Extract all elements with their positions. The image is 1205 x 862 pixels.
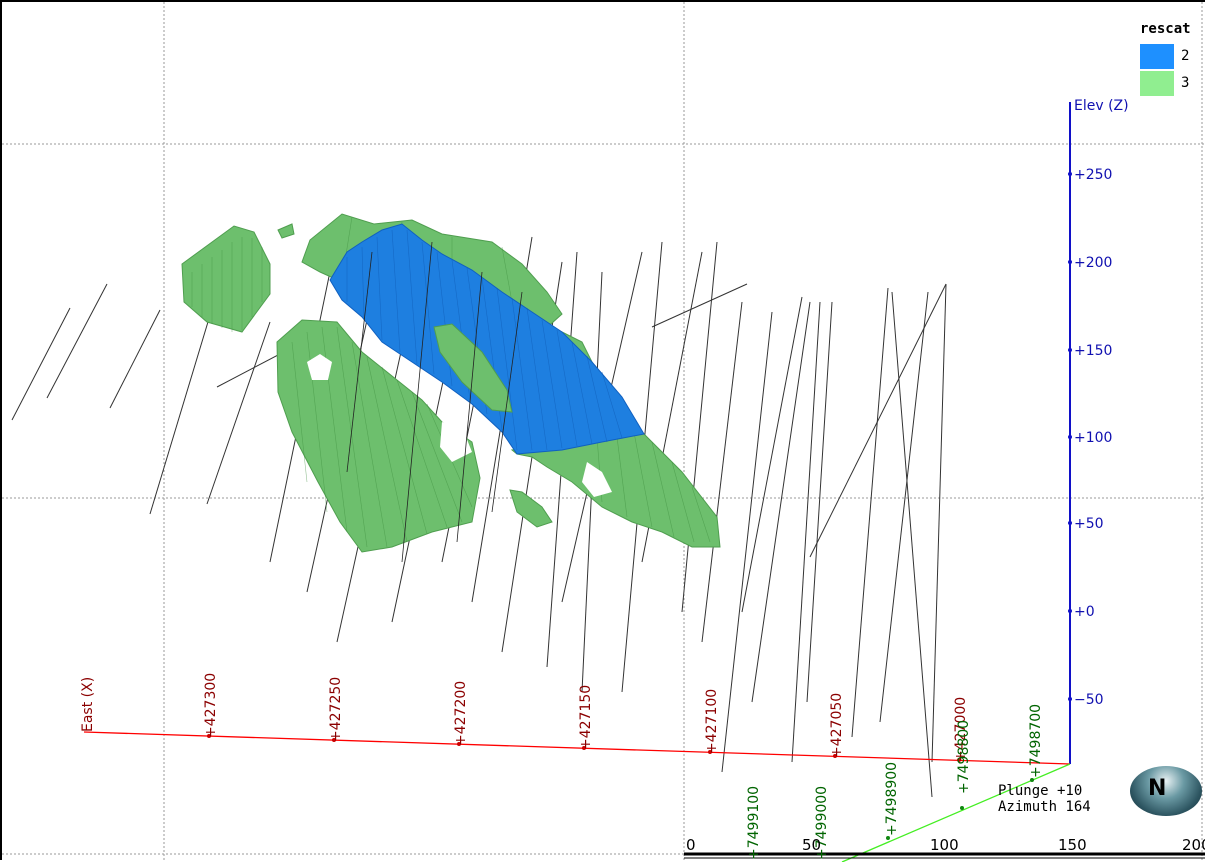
east-tick: +427200: [453, 681, 469, 746]
north-tick: +7498700: [1028, 704, 1044, 778]
elev-tick: −50: [1074, 692, 1104, 708]
domain-2-solid: [329, 223, 645, 455]
elevation-axis: [1068, 102, 1072, 764]
east-axis-title: East (X): [80, 677, 96, 732]
legend-item-2[interactable]: 2: [1140, 43, 1189, 69]
east-tick: +427000: [953, 697, 969, 762]
drillhole-traces-overlay: [346, 241, 523, 563]
east-tick: +427100: [704, 689, 720, 754]
legend-swatch: [1140, 43, 1174, 69]
east-axis: [83, 731, 1071, 765]
elev-tick: +250: [1074, 167, 1112, 183]
elev-tick: +0: [1074, 604, 1095, 620]
legend-swatch: [1140, 70, 1174, 96]
elev-tick: +100: [1074, 430, 1112, 446]
azimuth-readout: Azimuth 164: [998, 799, 1091, 815]
elev-tick: +200: [1074, 255, 1112, 271]
elev-tick: +150: [1074, 343, 1112, 359]
scale-tick: 200: [1182, 836, 1205, 854]
legend-label: 3: [1181, 75, 1190, 91]
north-tick: +7499000: [814, 786, 830, 860]
east-tick: +427150: [578, 685, 594, 750]
compass-north-label: N: [1148, 776, 1167, 801]
elevation-axis-title: Elev (Z): [1074, 98, 1129, 114]
east-tick: +427050: [829, 693, 845, 758]
plunge-readout: Plunge +10: [998, 783, 1083, 799]
north-compass-icon[interactable]: [1130, 766, 1202, 816]
scale-tick: 0: [686, 836, 696, 854]
north-tick: +7499100: [746, 786, 762, 860]
elev-tick: +50: [1074, 516, 1104, 532]
scale-tick: 50: [802, 836, 821, 854]
east-tick: +427250: [328, 677, 344, 742]
scale-bar: [684, 852, 1205, 859]
domain-3-gaps: [307, 354, 612, 497]
axis-labels: Elev (Z) +250 +200 +150 +100 +50 +0 −50 …: [80, 98, 1205, 860]
east-tick: +427300: [203, 673, 219, 738]
north-axis: [841, 763, 1071, 862]
legend-item-3[interactable]: 3: [1140, 70, 1189, 96]
scale-tick: 100: [930, 836, 959, 854]
north-tick: +7498900: [884, 762, 900, 836]
view-orientation: Plunge +10 Azimuth 164: [998, 783, 1091, 815]
scale-tick: 150: [1058, 836, 1087, 854]
north-tick: +7498800: [956, 720, 972, 794]
legend-title: rescat: [1140, 21, 1191, 37]
legend-label: 2: [1181, 48, 1190, 64]
